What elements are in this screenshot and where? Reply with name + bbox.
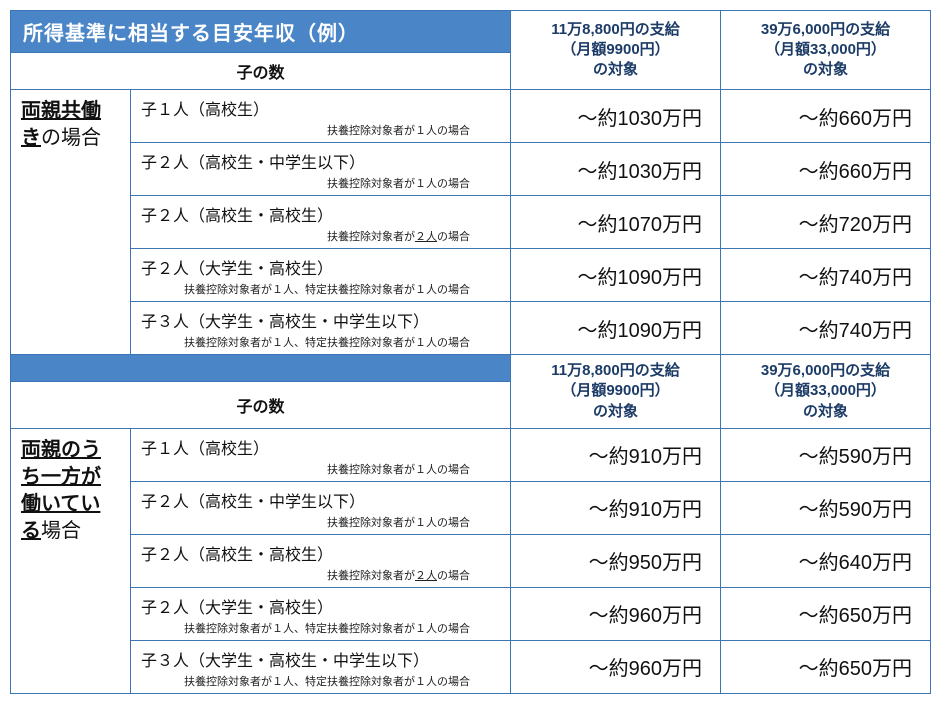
pay-head-line: の対象 (593, 403, 638, 420)
pay-head-line: の対象 (593, 61, 638, 78)
pay-head-line: （月額9900円） (561, 382, 669, 399)
value-col-1: ～約1090万円 (511, 249, 721, 302)
value-col-2: ～約660万円 (721, 90, 931, 143)
row-note: 扶養控除対象者が２人の場合 (141, 567, 500, 583)
value-col-1: ～約1070万円 (511, 196, 721, 249)
category-rest: の場合 (41, 127, 101, 149)
category-cell: 両親共働きの場合 (11, 90, 131, 355)
row-desc: 子３人（大学生・高校生・中学生以下） 扶養控除対象者が１人、特定扶養控除対象者が１… (131, 302, 511, 355)
row-desc: 子２人（高校生・中学生以下） 扶養控除対象者が１人の場合 (131, 143, 511, 196)
row-note: 扶養控除対象者が１人、特定扶養控除対象者が１人の場合 (141, 620, 500, 636)
row-title: 子２人（大学生・高校生） (141, 594, 500, 618)
pay-head-line: 39万6,000円の支給 (761, 362, 890, 379)
row-title: 子３人（大学生・高校生・中学生以下） (141, 647, 500, 671)
row-note: 扶養控除対象者が１人、特定扶養控除対象者が１人の場合 (141, 673, 500, 689)
pay-head-1: 11万8,800円の支給 （月額9900円） の対象 (511, 11, 721, 90)
pay-head-2: 39万6,000円の支給 （月額33,000円） の対象 (721, 11, 931, 90)
table-title: 所得基準に相当する目安年収（例） (11, 11, 511, 53)
value-col-2: ～約590万円 (721, 481, 931, 534)
pay-head-1: 11万8,800円の支給 （月額9900円） の対象 (511, 355, 721, 429)
section-divider (11, 355, 511, 382)
pay-head-line: の対象 (803, 403, 848, 420)
value-col-1: ～約1030万円 (511, 90, 721, 143)
category-cell: 両親のうち一方が働いている場合 (11, 428, 131, 693)
value-col-2: ～約740万円 (721, 249, 931, 302)
row-title: 子２人（高校生・中学生以下） (141, 149, 500, 173)
value-col-2: ～約590万円 (721, 428, 931, 481)
value-col-1: ～約910万円 (511, 481, 721, 534)
value-col-1: ～約960万円 (511, 587, 721, 640)
row-desc: 子２人（大学生・高校生） 扶養控除対象者が１人、特定扶養控除対象者が１人の場合 (131, 587, 511, 640)
pay-head-line: の対象 (803, 61, 848, 78)
category-rest: 場合 (41, 520, 81, 542)
value-col-1: ～約910万円 (511, 428, 721, 481)
pay-head-line: （月額33,000円） (765, 382, 886, 399)
row-title: 子２人（大学生・高校生） (141, 255, 500, 279)
value-col-2: ～約660万円 (721, 143, 931, 196)
pay-head-line: 39万6,000円の支給 (761, 21, 890, 38)
child-count-head: 子の数 (11, 382, 511, 429)
pay-head-2: 39万6,000円の支給 （月額33,000円） の対象 (721, 355, 931, 429)
row-desc: 子１人（高校生） 扶養控除対象者が１人の場合 (131, 90, 511, 143)
row-title: 子３人（大学生・高校生・中学生以下） (141, 308, 500, 332)
pay-head-line: （月額33,000円） (765, 41, 886, 58)
row-title: 子２人（高校生・中学生以下） (141, 488, 500, 512)
row-desc: 子２人（高校生・高校生） 扶養控除対象者が２人の場合 (131, 534, 511, 587)
value-col-2: ～約650万円 (721, 587, 931, 640)
row-desc: 子１人（高校生） 扶養控除対象者が１人の場合 (131, 428, 511, 481)
row-title: 子１人（高校生） (141, 96, 500, 120)
income-table-wrap: 所得基準に相当する目安年収（例） 11万8,800円の支給 （月額9900円） の対象… (10, 10, 930, 694)
row-note: 扶養控除対象者が２人の場合 (141, 228, 500, 244)
row-note: 扶養控除対象者が１人、特定扶養控除対象者が１人の場合 (141, 281, 500, 297)
row-desc: 子２人（大学生・高校生） 扶養控除対象者が１人、特定扶養控除対象者が１人の場合 (131, 249, 511, 302)
row-desc: 子２人（高校生・高校生） 扶養控除対象者が２人の場合 (131, 196, 511, 249)
value-col-2: ～約640万円 (721, 534, 931, 587)
row-note: 扶養控除対象者が１人、特定扶養控除対象者が１人の場合 (141, 334, 500, 350)
value-col-1: ～約950万円 (511, 534, 721, 587)
row-title: 子１人（高校生） (141, 435, 500, 459)
pay-head-line: 11万8,800円の支給 (551, 362, 679, 379)
child-count-head: 子の数 (11, 53, 511, 90)
value-col-2: ～約740万円 (721, 302, 931, 355)
row-desc: 子２人（高校生・中学生以下） 扶養控除対象者が１人の場合 (131, 481, 511, 534)
row-title: 子２人（高校生・高校生） (141, 541, 500, 565)
row-title: 子２人（高校生・高校生） (141, 202, 500, 226)
value-col-1: ～約1090万円 (511, 302, 721, 355)
row-note: 扶養控除対象者が１人の場合 (141, 514, 500, 530)
row-desc: 子３人（大学生・高校生・中学生以下） 扶養控除対象者が１人、特定扶養控除対象者が１… (131, 640, 511, 693)
value-col-2: ～約650万円 (721, 640, 931, 693)
row-note: 扶養控除対象者が１人の場合 (141, 175, 500, 191)
value-col-1: ～約960万円 (511, 640, 721, 693)
row-note: 扶養控除対象者が１人の場合 (141, 122, 500, 138)
value-col-1: ～約1030万円 (511, 143, 721, 196)
pay-head-line: （月額9900円） (561, 41, 669, 58)
pay-head-line: 11万8,800円の支給 (551, 21, 679, 38)
row-note: 扶養控除対象者が１人の場合 (141, 461, 500, 477)
income-table: 所得基準に相当する目安年収（例） 11万8,800円の支給 （月額9900円） の対象… (10, 10, 931, 694)
value-col-2: ～約720万円 (721, 196, 931, 249)
